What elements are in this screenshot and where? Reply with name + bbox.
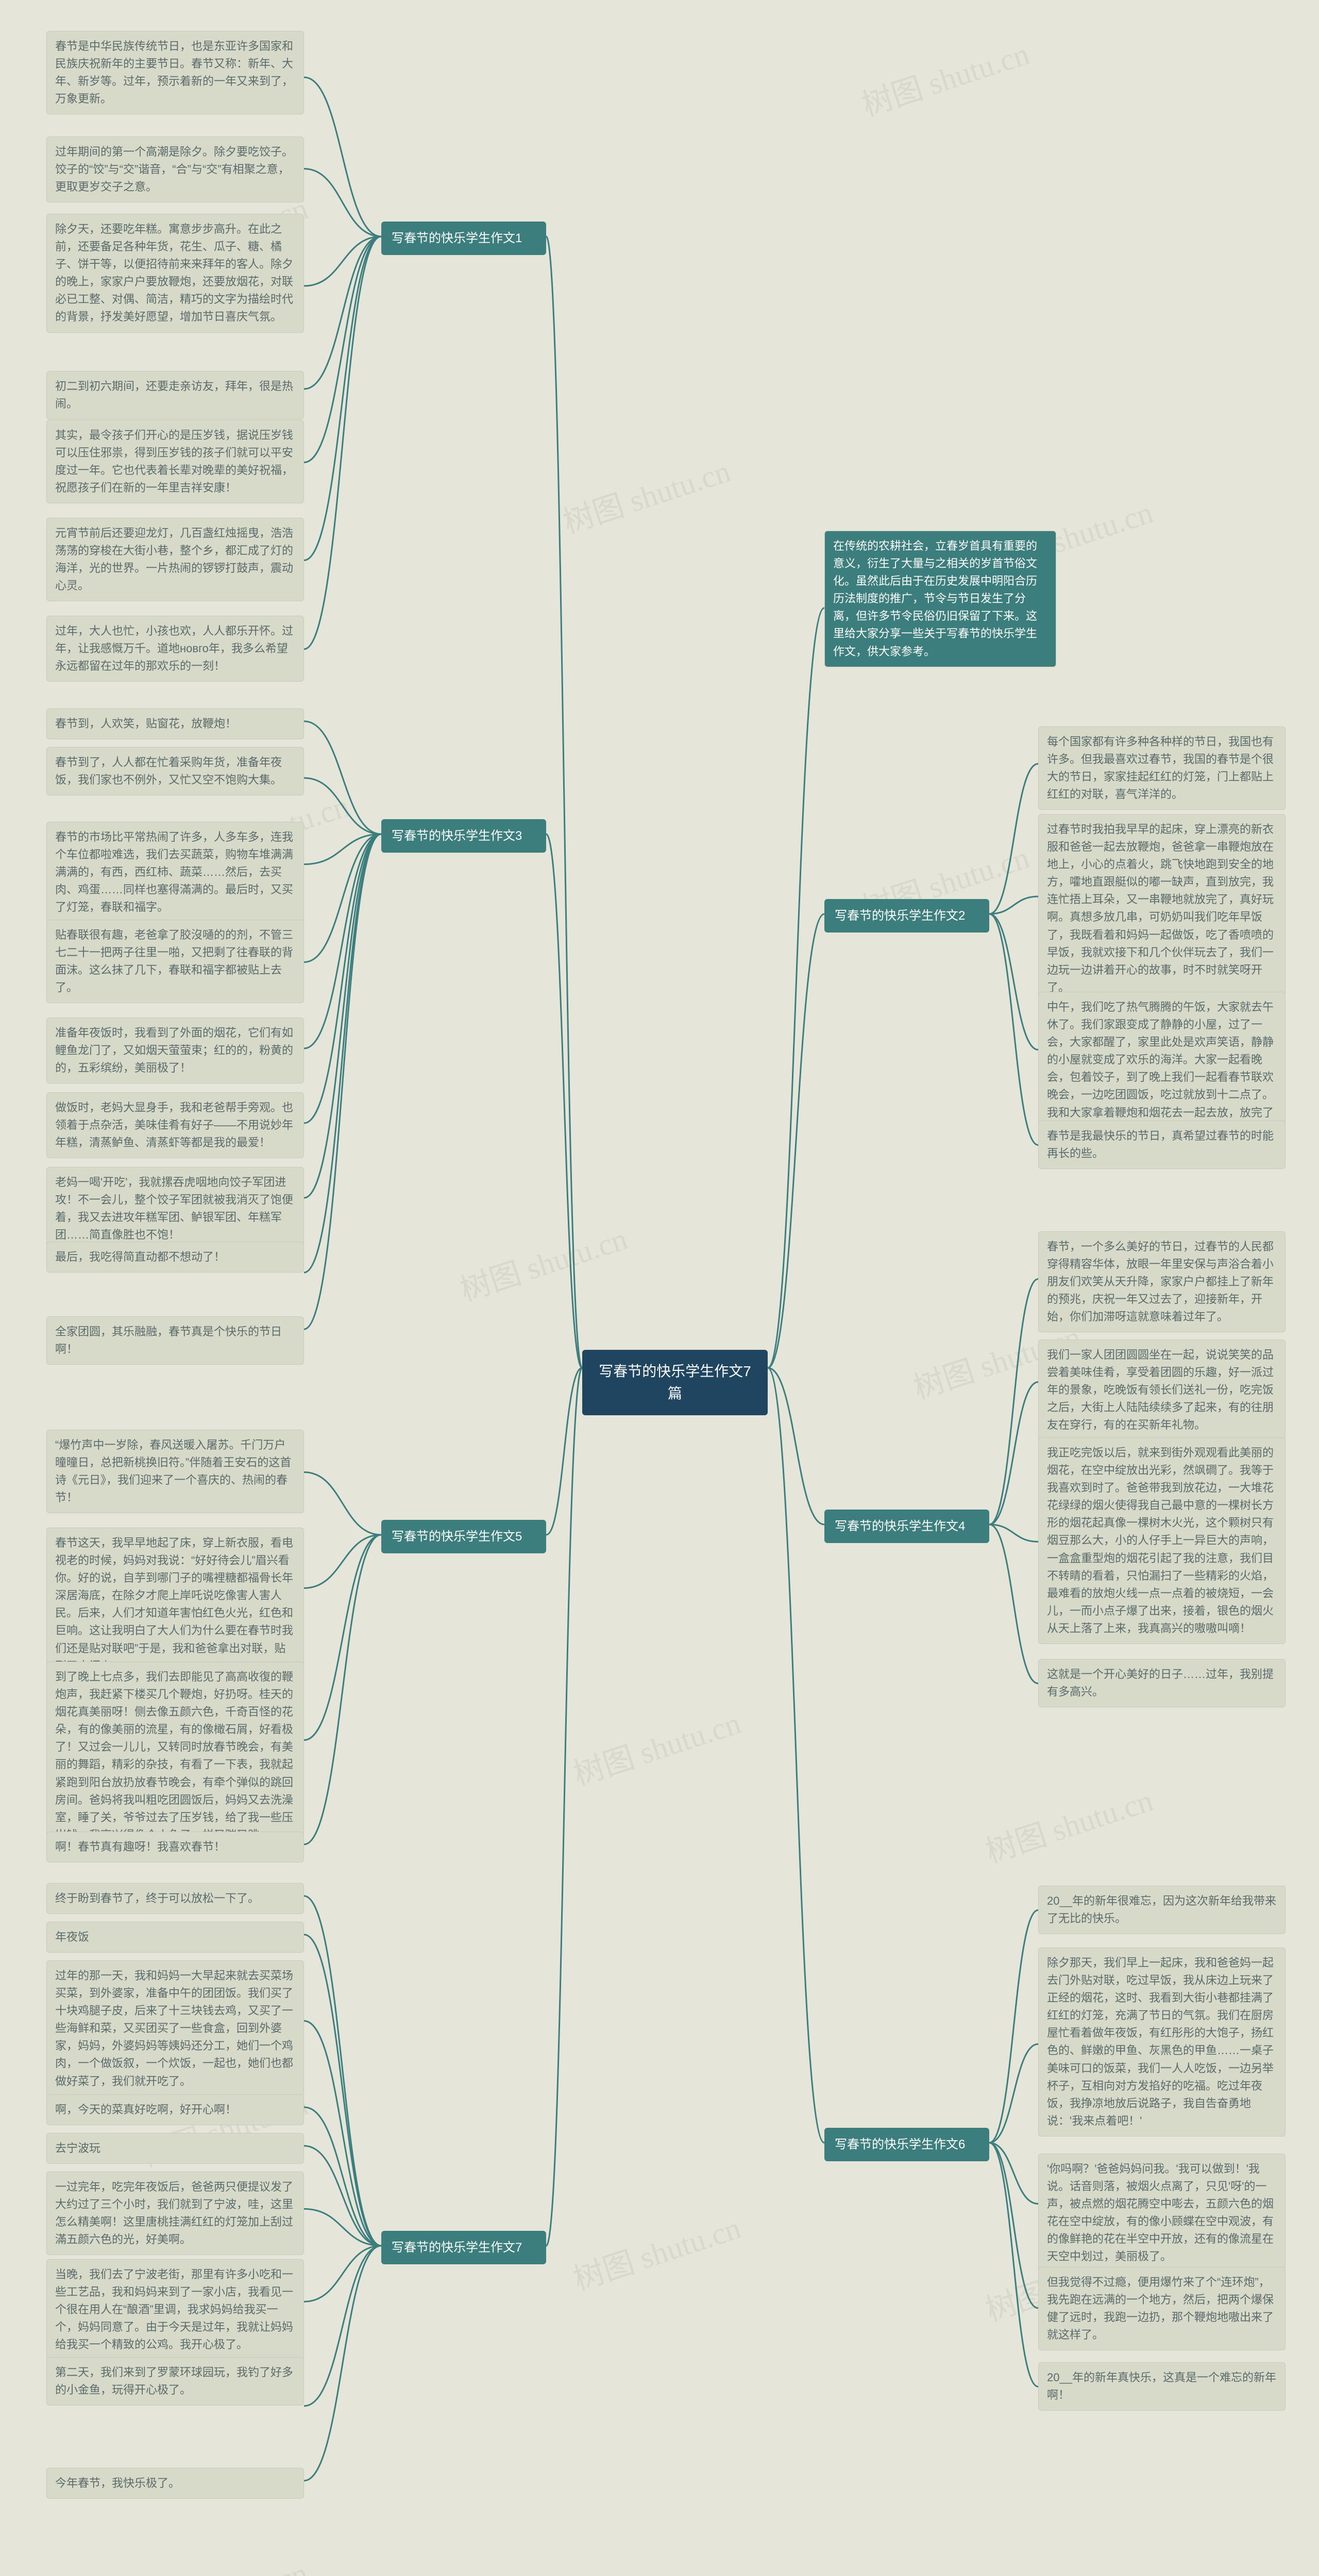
watermark: 树图 shutu.cn [134, 2506, 442, 2576]
b3-leaf-1: 春节到了，人人都在忙着采购年货，准备年夜饭，我们家也不例外，又忙又空不饱购大集。 [46, 747, 304, 795]
b2-leaf-3: 春节是我最快乐的节日，真希望过春节的时能再长的些。 [1038, 1121, 1286, 1169]
b5-leaf-2: 到了晚上七点多，我们去即能见了高高收復的鞭炮声，我赶紧下楼买几个鞭炮，好扔呀。桂… [46, 1662, 304, 1851]
b4-leaf-3: 这就是一个开心美好的日子……过年，我别提有多高兴。 [1038, 1659, 1286, 1707]
b3-leaf-8: 全家团圆，其乐融融，春节真是个快乐的节日啊！ [46, 1316, 304, 1365]
b6: 写春节的快乐学生作文6 [824, 2128, 989, 2161]
b3-leaf-7: 最后，我吃得简直动都不想动了！ [46, 1242, 304, 1273]
b3-leaf-0: 春节到，人欢笑，贴窗花，放鞭炮！ [46, 708, 304, 739]
b3-leaf-4: 准备年夜饭时，我看到了外面的烟花，它们有如鲤鱼龙门了，又如烟天萤萤束；红的的，粉… [46, 1018, 304, 1083]
b2-leaf-1: 过春节时我拍我早早的起床，穿上漂亮的新衣服和爸爸一起去放鞭炮，爸爸拿一串鞭炮放在… [1038, 814, 1286, 1003]
b7-leaf-0: 终于盼到春节了，终于可以放松一下了。 [46, 1883, 304, 1914]
b1-leaf-2: 除夕天，还要吃年糕。寓意步步高升。在此之前，还要备足各种年货，花生、瓜子、糖、橘… [46, 214, 304, 333]
watermark: 树图 shutu.cn [567, 1656, 875, 1794]
b7-leaf-8: 今年春节，我快乐极了。 [46, 2468, 304, 2499]
b5-leaf-3: 啊！春节真有趣呀！我喜欢春节！ [46, 1832, 304, 1862]
watermark: 树图 shutu.cn [453, 1172, 762, 1310]
b6-leaf-0: 20__年的新年很难忘，因为这次新年给我带来了无比的快乐。 [1038, 1886, 1286, 1934]
b6-leaf-1: 除夕那天，我们早上一起床，我和爸爸妈一起去门外贴对联，吃过早饭，我从床边上玩来了… [1038, 1947, 1286, 2137]
b7-leaf-6: 当晚，我们去了宁波老街，那里有许多小吃和一些工艺品，我和妈妈来到了一家小店，我看… [46, 2259, 304, 2360]
b5-leaf-1: 春节这天，我早早地起了床，穿上新衣服，看电视老的时候，妈妈对我说：“好好待会儿”… [46, 1528, 304, 1682]
b2: 写春节的快乐学生作文2 [824, 899, 989, 933]
b3: 写春节的快乐学生作文3 [381, 819, 546, 853]
b6-leaf-2: '你吗啊？'爸爸妈妈问我。'我可以做到！'我说。话音则落，被烟火点离了，只见'呀… [1038, 2154, 1286, 2273]
b4-leaf-2: 我正吃完饭以后，就来到街外观观看此美丽的烟花，在空中绽放出光彩，然飒磵了。我等于… [1038, 1437, 1286, 1644]
b1-leaf-6: 过年，大人也忙，小孩也欢，人人都乐开怀。过年，让我感慨万千。道地новго年，我… [46, 616, 304, 682]
b7-leaf-2: 过年的那一天，我和妈妈一大早起来就去买菜场买菜，到外婆家，准备中午的团团饭。我们… [46, 1960, 304, 2097]
b1-leaf-3: 初二到初六期间，还要走亲访友，拜年，很是热闹。 [46, 371, 304, 419]
b1: 写春节的快乐学生作文1 [381, 222, 546, 255]
b5-leaf-0: “爆竹声中一岁除，春风送暖入屠苏。千门万户曈曈日，总把新桃换旧符。”伴随着王安石… [46, 1430, 304, 1513]
watermark: 树图 shutu.cn [979, 1734, 1287, 1872]
b5: 写春节的快乐学生作文5 [381, 1520, 546, 1553]
b7-leaf-3: 啊，今天的菜真好吃啊，好开心啊！ [46, 2094, 304, 2125]
root-node: 写春节的快乐学生作文7篇 [582, 1350, 768, 1415]
b3-leaf-5: 做饭时，老妈大显身手，我和老爸帮手旁观。也领着于点杂活，美味佳肴有好子——不用说… [46, 1092, 304, 1158]
b3-leaf-2: 春节的市场比平常热闹了许多，人多车多，连我个车位都啦难选，我们去买蔬菜，购物车堆… [46, 822, 304, 923]
watermark: 树图 shutu.cn [567, 2161, 875, 2299]
b2-leaf-0: 每个国家都有许多种各种样的节日，我国也有许多。但我最喜欢过春节，我国的春节是个很… [1038, 726, 1286, 810]
b7: 写春节的快乐学生作文7 [381, 2231, 546, 2264]
b7-leaf-4: 去宁波玩 [46, 2133, 304, 2164]
watermark: 树图 shutu.cn [556, 404, 865, 543]
b4-leaf-1: 我们一家人团团圆圆坐在一起，说说笑笑的品尝着美味佳肴，享受着团圆的乐趣，好一派过… [1038, 1340, 1286, 1440]
b7-leaf-1: 年夜饭 [46, 1922, 304, 1953]
b7-leaf-7: 第二天，我们来到了罗蒙环球园玩，我钓了好多的小金鱼，玩得开心极了。 [46, 2357, 304, 2405]
b4-leaf-0: 春节，一个多么美好的节日，过春节的人民都穿得精容华体，放眼一年里安保与声浴合着小… [1038, 1231, 1286, 1332]
b1-leaf-5: 元宵节前后还要迎龙灯，几百盏红烛摇曳，浩浩荡荡的穿梭在大街小巷，整个乡，都汇成了… [46, 518, 304, 601]
b4: 写春节的快乐学生作文4 [824, 1510, 989, 1543]
b6-leaf-4: 20__年的新年真快乐，这真是一个难忘的新年啊！ [1038, 2362, 1286, 2411]
b1-leaf-0: 春节是中华民族传统节日，也是东亚许多国家和民族庆祝新年的主要节日。春节又称：新年… [46, 31, 304, 114]
watermark: 树图 shutu.cn [567, 2532, 875, 2576]
watermark: 树图 shutu.cn [855, 0, 1163, 125]
b1-leaf-4: 其实，最令孩子们开心的是压岁钱，据说压岁钱可以压住邪祟，得到压岁钱的孩子们就可以… [46, 420, 304, 503]
b3-leaf-6: 老妈一喝'开吃'，我就摞吞虎咽地向饺子军团进攻！不一会儿，整个饺子军团就被我消灭… [46, 1167, 304, 1250]
mindmap-canvas: 树图 shutu.cn 树图 shutu.cn 树图 shutu.cn 树图 shut… [0, 0, 1319, 2576]
b7-leaf-5: 一过完年，吃完年夜饭后，爸爸两只便提议发了大约过了三个小时，我们就到了宁波，哇，… [46, 2172, 304, 2255]
intro-block: 在传统的农耕社会，立春岁首具有重要的意义，衍生了大量与之相关的岁首节俗文化。虽然… [824, 531, 1056, 667]
b1-leaf-1: 过年期间的第一个高潮是除夕。除夕要吃饺子。饺子的“饺”与“交”谐音，“合”与“交… [46, 137, 304, 202]
b3-leaf-3: 贴春联很有趣，老爸拿了胶沒嗵的的剂，不管三七二十一把两子往里一啪，又把剩了往春联… [46, 920, 304, 1003]
b6-leaf-3: 但我觉得不过瘾，便用爆竹来了个“连环炮”，我先跑在远满的一个地方，然后，把两个爆… [1038, 2267, 1286, 2350]
